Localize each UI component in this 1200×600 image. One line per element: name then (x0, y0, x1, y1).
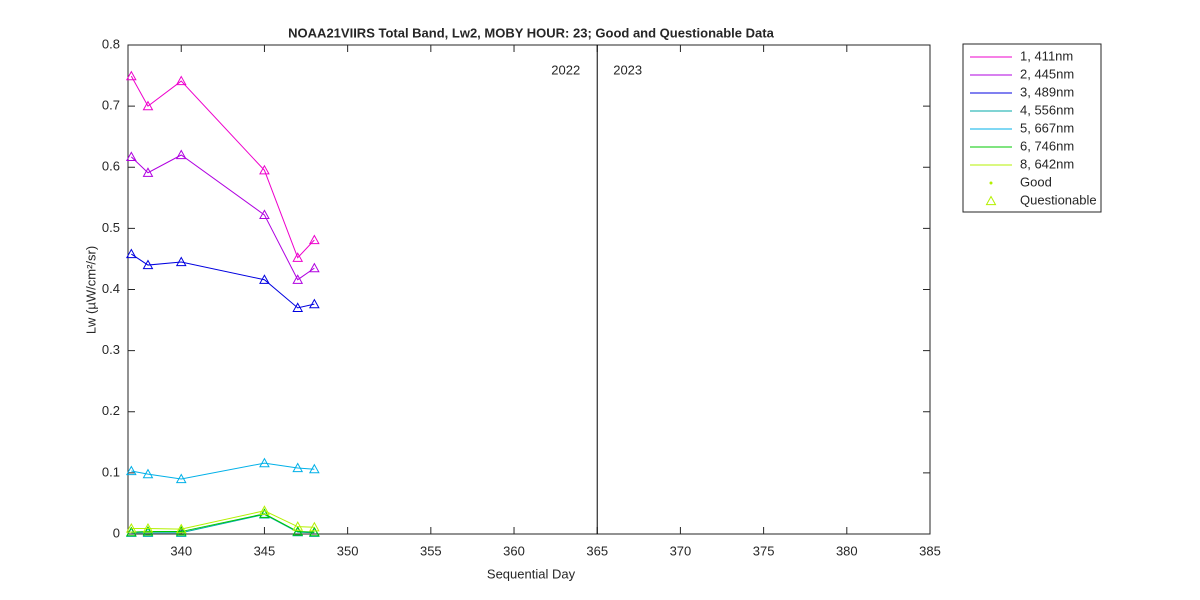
y-axis-label: Lw (µW/cm²/sr) (83, 246, 98, 334)
questionable-marker (309, 234, 320, 245)
questionable-marker (142, 522, 154, 533)
x-tick-label: 360 (503, 543, 525, 558)
questionable-marker (309, 298, 320, 309)
y-tick-label: 0.7 (102, 98, 120, 113)
legend-label: Good (1020, 174, 1052, 189)
questionable-marker (309, 262, 320, 273)
series-line (130, 154, 315, 281)
questionable-marker (175, 149, 187, 160)
y-tick-label: 0.8 (102, 36, 120, 51)
y-tick-label: 0.1 (102, 464, 120, 479)
questionable-marker (309, 521, 320, 532)
questionable-marker (259, 164, 270, 175)
x-tick-label: 370 (670, 543, 692, 558)
questionable-marker (309, 526, 320, 537)
y-tick-label: 0.3 (102, 342, 120, 357)
x-tick-label: 345 (254, 543, 276, 558)
x-tick-label: 365 (586, 543, 608, 558)
plot-area (127, 44, 931, 535)
questionable-marker (125, 70, 137, 81)
questionable-marker (142, 259, 154, 270)
series-line (130, 75, 315, 259)
x-tick-label: 355 (420, 543, 442, 558)
questionable-marker (292, 252, 304, 262)
questionable-marker (125, 248, 137, 259)
y-tick-label: 0 (113, 525, 120, 540)
questionable-marker (125, 151, 137, 161)
legend-label: 8, 642nm (1020, 156, 1074, 171)
questionable-marker (175, 473, 187, 484)
questionable-marker (259, 209, 270, 220)
questionable-marker (142, 167, 154, 177)
legend-label: Questionable (1020, 192, 1097, 207)
legend-label: 5, 667nm (1020, 120, 1074, 135)
y-tick-label: 0.2 (102, 403, 120, 418)
questionable-marker (292, 526, 304, 536)
legend-label: 6, 746nm (1020, 138, 1074, 153)
x-tick-label: 385 (919, 543, 941, 558)
y-tick-label: 0.5 (102, 220, 120, 235)
questionable-marker (125, 465, 137, 476)
questionable-marker (259, 457, 270, 468)
series-line (131, 253, 315, 309)
legend-label: 1, 411nm (1020, 48, 1073, 63)
y-tick-label: 0.6 (102, 159, 120, 174)
questionable-marker (175, 256, 187, 267)
questionable-marker (259, 505, 270, 515)
questionable-marker (309, 463, 320, 474)
questionable-marker (175, 75, 187, 86)
questionable-marker (142, 526, 154, 536)
questionable-marker (142, 100, 154, 111)
questionable-marker (259, 508, 270, 518)
questionable-marker (292, 462, 304, 473)
questionable-marker (292, 302, 304, 312)
legend-good-marker (989, 181, 993, 185)
questionable-marker (125, 522, 137, 533)
x-tick-label: 375 (753, 543, 775, 558)
questionable-marker (175, 523, 187, 534)
x-axis-label: Sequential Day (487, 566, 576, 581)
questionable-marker (259, 274, 270, 284)
questionable-marker (175, 526, 187, 536)
x-tick-label: 380 (836, 543, 858, 558)
legend (962, 43, 1102, 213)
legend-label: 2, 445nm (1020, 66, 1074, 81)
x-tick-label: 350 (337, 543, 359, 558)
year-label: 2023 (613, 62, 642, 77)
legend-questionable-marker (985, 195, 997, 206)
y-tick-label: 0.4 (102, 281, 120, 296)
questionable-marker (142, 468, 154, 479)
chart-title: NOAA21VIIRS Total Band, Lw2, MOBY HOUR: … (288, 25, 774, 40)
legend-label: 3, 489nm (1020, 84, 1074, 99)
questionable-marker (292, 274, 304, 284)
questionable-marker (292, 521, 304, 531)
year-label: 2022 (551, 62, 580, 77)
legend-label: 4, 556nm (1020, 102, 1074, 117)
x-tick-label: 340 (170, 543, 192, 558)
